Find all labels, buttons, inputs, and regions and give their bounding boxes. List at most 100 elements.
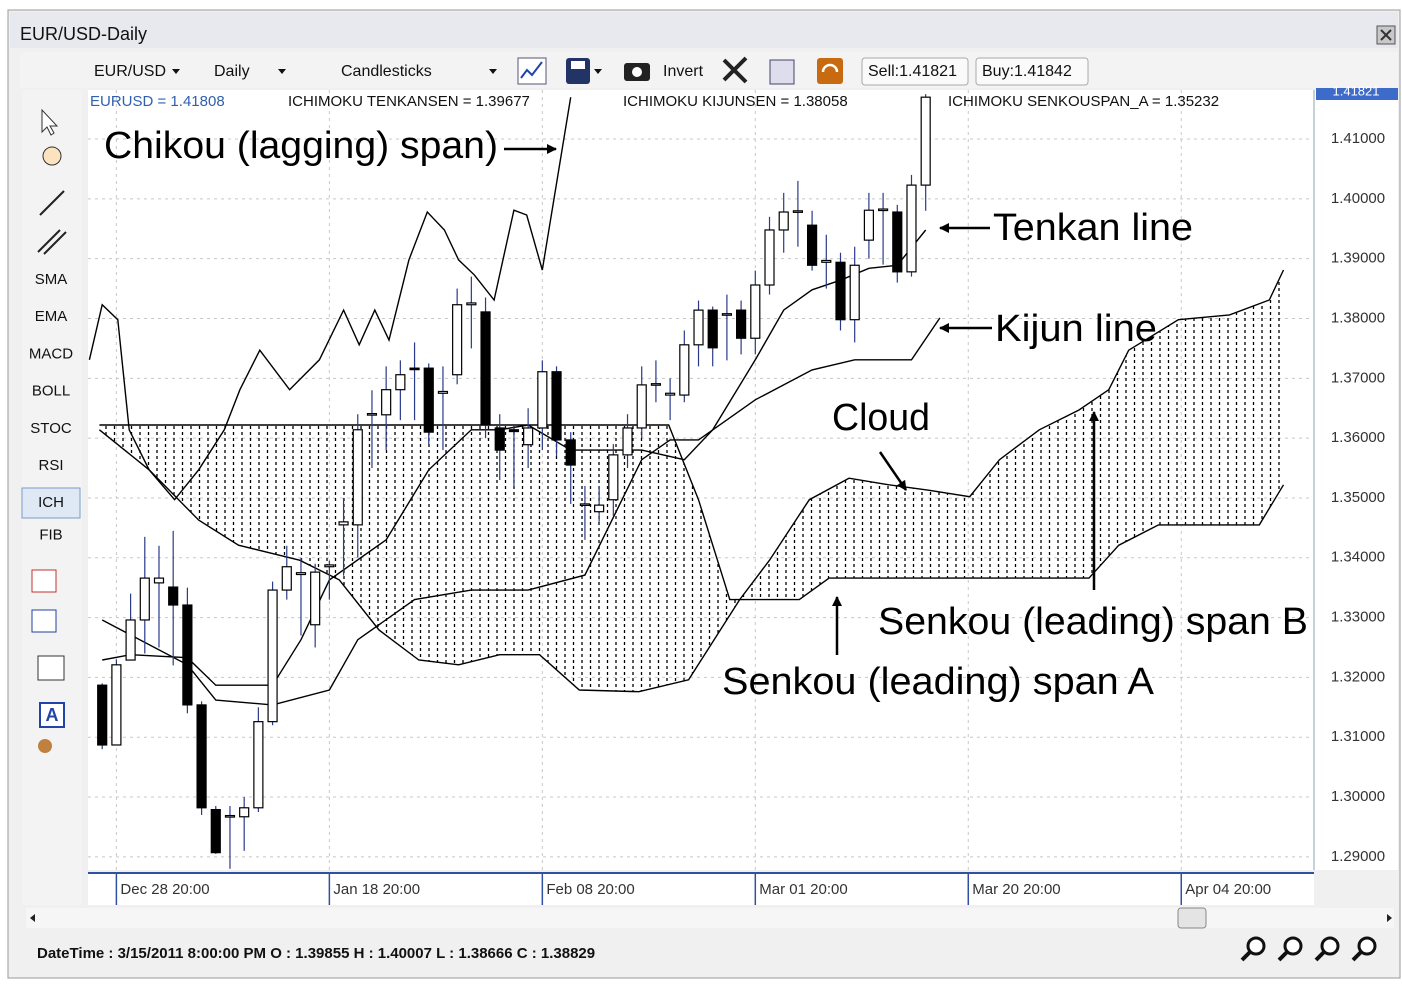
hand-tool[interactable] <box>42 146 62 166</box>
candle-body <box>693 309 704 346</box>
candle-body <box>679 344 690 396</box>
indicator-line <box>101 317 941 706</box>
zoom-reset[interactable] <box>1357 936 1377 956</box>
invert-button[interactable]: Invert <box>663 63 704 80</box>
zoom-fit[interactable] <box>1320 936 1340 956</box>
tool-button[interactable]: ICH <box>38 494 64 511</box>
candle-body <box>721 313 733 316</box>
tool-button[interactable]: BOLL <box>32 383 70 400</box>
candle-body <box>452 304 463 376</box>
text-tool-icon: A <box>46 705 59 725</box>
candle-body <box>423 367 434 433</box>
candle-body <box>594 504 605 513</box>
refresh-button[interactable] <box>817 58 843 84</box>
selected-tool-highlight <box>21 487 81 519</box>
tool-button[interactable]: FIB <box>39 526 62 543</box>
candle-body <box>707 309 718 349</box>
y-tick-label: 1.37000 <box>1331 369 1385 386</box>
x-tick-label: Feb 08 20:00 <box>546 881 634 898</box>
candle-body <box>168 586 179 606</box>
candle-body <box>381 389 392 416</box>
candle-body <box>97 684 108 746</box>
line-tool[interactable] <box>39 190 65 216</box>
cloud <box>99 270 1284 692</box>
pointer-tool[interactable] <box>41 108 59 136</box>
candle-body <box>806 224 818 266</box>
candle-body <box>622 427 633 456</box>
symbol-select[interactable]: EUR/USD <box>94 63 166 80</box>
candle-body <box>764 229 775 286</box>
candle-body <box>792 210 804 213</box>
status-bar <box>12 935 1398 973</box>
candle-body <box>565 439 576 466</box>
candle-body <box>338 521 349 526</box>
x-tick-label: Mar 20 20:00 <box>972 881 1060 898</box>
candle-body <box>636 384 647 429</box>
y-tick-label: 1.38000 <box>1331 309 1385 326</box>
candle-body <box>736 309 747 339</box>
indicator-label: ICHIMOKU KIJUNSEN = 1.38058 <box>623 93 848 110</box>
time-axis <box>88 872 1314 905</box>
sell-price: Sell:1.41821 <box>868 63 957 80</box>
current-price-label: 1.41821 <box>1333 83 1380 98</box>
indicator-line <box>98 269 1285 693</box>
period-select[interactable]: Daily <box>214 63 250 80</box>
channel-tool[interactable] <box>37 229 67 255</box>
y-tick-label: 1.32000 <box>1331 668 1385 685</box>
y-tick-label: 1.41000 <box>1331 130 1385 147</box>
price-axis <box>1314 90 1398 870</box>
window-title: EUR/USD-Daily <box>20 24 147 44</box>
annotation: Kijun line <box>995 308 1157 350</box>
delete-tool[interactable] <box>37 655 65 681</box>
indicator-icon <box>520 61 543 79</box>
tool-button[interactable]: EMA <box>35 308 68 325</box>
tool-button[interactable]: RSI <box>38 457 63 474</box>
current-price-box <box>1316 88 1398 100</box>
dropdown-arrow <box>278 69 286 74</box>
candle-body <box>537 371 548 429</box>
candle-body <box>523 427 534 446</box>
indicator-line <box>99 424 1285 601</box>
print-button[interactable] <box>769 59 795 85</box>
annotation-arrow <box>878 451 908 491</box>
candle-body <box>892 211 903 273</box>
tool-button[interactable]: STOC <box>30 420 72 437</box>
text-tool[interactable] <box>39 702 65 728</box>
y-tick-label: 1.36000 <box>1331 429 1385 446</box>
y-tick-label: 1.31000 <box>1331 728 1385 745</box>
chart-tool[interactable] <box>31 609 57 633</box>
save-icon <box>571 61 585 69</box>
candle-body <box>409 367 420 371</box>
tool-button[interactable]: MACD <box>29 345 73 362</box>
candle-body <box>835 261 846 321</box>
chart-type-select[interactable]: Candlesticks <box>341 63 432 80</box>
title-bar <box>10 12 1398 48</box>
zoom-in[interactable] <box>1283 936 1303 956</box>
scroll-thumb[interactable] <box>1177 907 1207 929</box>
tool-button[interactable]: SMA <box>35 271 68 288</box>
candle-body <box>125 619 136 661</box>
annotation: Senkou (leading) span B <box>878 601 1308 643</box>
candle-body <box>239 807 250 818</box>
candle-body <box>139 577 150 621</box>
buy-box[interactable] <box>975 57 1089 86</box>
y-tick-label: 1.39000 <box>1331 250 1385 267</box>
y-tick-label: 1.35000 <box>1331 489 1385 506</box>
candle-body <box>352 429 363 526</box>
dropdown-arrow <box>594 69 602 74</box>
candle-body <box>310 571 321 626</box>
sell-box[interactable] <box>861 57 969 86</box>
indicator-label: EURUSD = 1.41808 <box>90 93 225 110</box>
candle-body <box>665 392 676 396</box>
zoom-out[interactable] <box>1246 936 1266 956</box>
scrollbar[interactable] <box>26 908 1394 928</box>
candle-body <box>366 413 378 416</box>
chart-tool[interactable] <box>31 569 57 593</box>
candle-body <box>920 96 931 186</box>
zoom-handles <box>1240 950 1363 962</box>
settings-button[interactable] <box>722 56 748 84</box>
candle-body <box>778 211 789 231</box>
stamp-tool[interactable] <box>38 739 52 753</box>
y-tick-label: 1.29000 <box>1331 848 1385 865</box>
